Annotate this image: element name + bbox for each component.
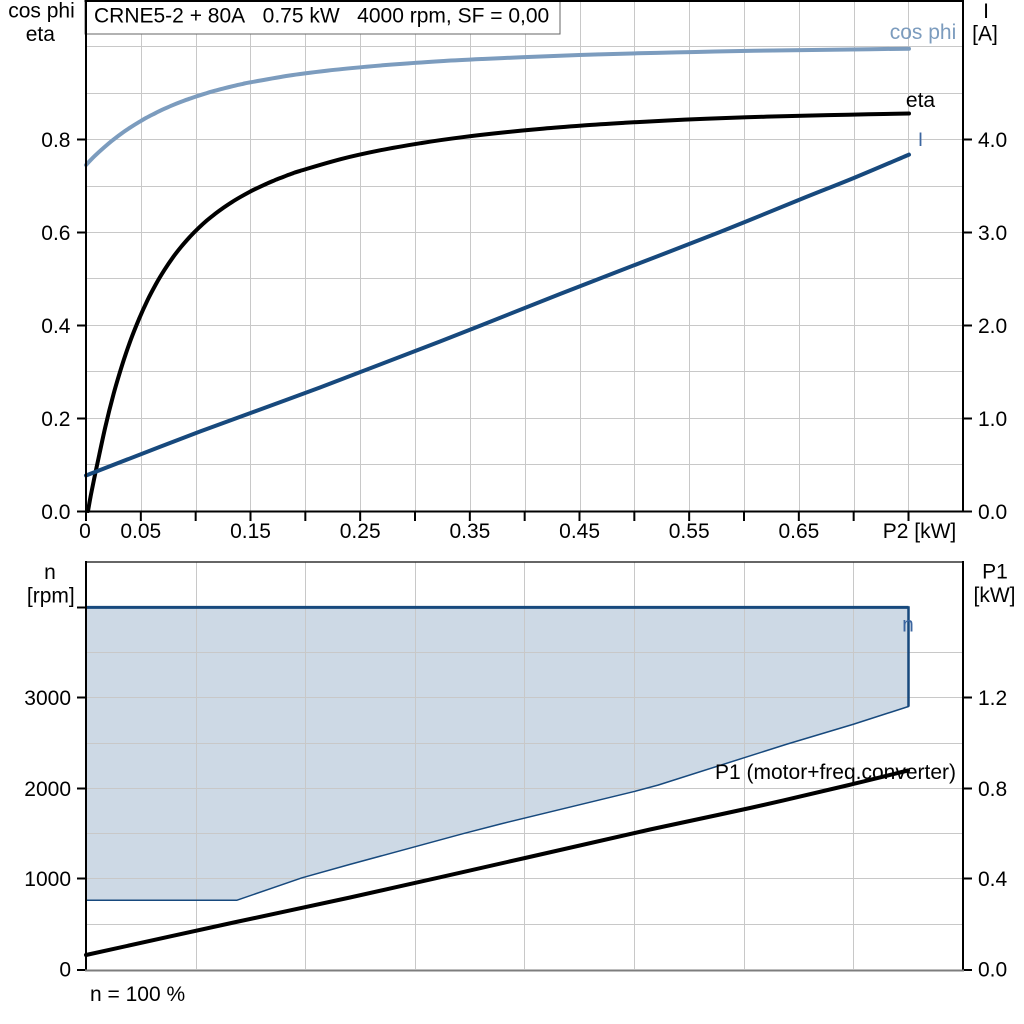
svg-text:cos phi: cos phi xyxy=(8,0,75,23)
svg-text:0.0: 0.0 xyxy=(978,501,1007,524)
svg-text:I: I xyxy=(918,130,923,151)
svg-text:0.35: 0.35 xyxy=(449,520,490,543)
svg-text:2.0: 2.0 xyxy=(978,315,1007,338)
svg-text:0.15: 0.15 xyxy=(230,520,271,543)
svg-text:eta: eta xyxy=(26,23,56,46)
svg-text:0.0: 0.0 xyxy=(978,958,1007,981)
svg-text:P1 (motor+freq.converter): P1 (motor+freq.converter) xyxy=(715,761,956,784)
svg-text:0.45: 0.45 xyxy=(559,520,600,543)
svg-text:0.6: 0.6 xyxy=(41,222,70,245)
svg-text:2000: 2000 xyxy=(24,778,71,801)
svg-text:[kW]: [kW] xyxy=(974,584,1016,607)
svg-text:n: n xyxy=(44,561,56,584)
svg-text:0: 0 xyxy=(79,520,91,543)
svg-text:n: n xyxy=(902,614,914,637)
svg-text:0.55: 0.55 xyxy=(669,520,710,543)
svg-text:3.0: 3.0 xyxy=(978,222,1007,245)
svg-text:n = 100 %: n = 100 % xyxy=(90,983,185,1006)
svg-text:eta: eta xyxy=(906,89,936,112)
svg-text:3000: 3000 xyxy=(24,687,71,710)
svg-text:0: 0 xyxy=(59,958,71,981)
svg-text:1.0: 1.0 xyxy=(978,408,1007,431)
svg-text:P1: P1 xyxy=(982,561,1008,584)
svg-text:0.4: 0.4 xyxy=(978,868,1008,891)
svg-text:0.8: 0.8 xyxy=(978,778,1007,801)
svg-text:1000: 1000 xyxy=(24,868,71,891)
svg-text:cos phi: cos phi xyxy=(890,21,957,44)
svg-text:[rpm]: [rpm] xyxy=(27,584,75,607)
svg-text:1.2: 1.2 xyxy=(978,687,1007,710)
svg-text:0.2: 0.2 xyxy=(41,408,70,431)
svg-text:4.0: 4.0 xyxy=(978,129,1007,152)
svg-text:[A]: [A] xyxy=(972,23,998,46)
svg-text:I: I xyxy=(983,0,989,23)
svg-text:0.65: 0.65 xyxy=(778,520,819,543)
svg-text:0.25: 0.25 xyxy=(340,520,381,543)
svg-text:0.05: 0.05 xyxy=(120,520,161,543)
svg-text:0.0: 0.0 xyxy=(41,501,70,524)
svg-text:0.8: 0.8 xyxy=(41,129,70,152)
svg-text:0.4: 0.4 xyxy=(41,315,71,338)
svg-text:CRNE5-2 + 80A 0.75 kW 4000: CRNE5-2 + 80A 0.75 kW 4000 rpm, SF = 0,0… xyxy=(94,4,549,27)
svg-text:P2 [kW]: P2 [kW] xyxy=(883,520,957,543)
